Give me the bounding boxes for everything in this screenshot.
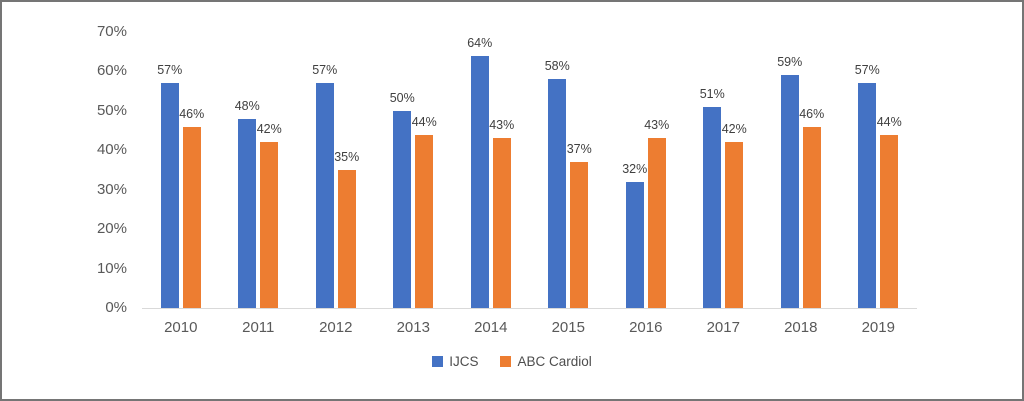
data-label: 37%: [566, 142, 592, 157]
data-label: 46%: [179, 106, 205, 121]
bar-ijcs-2010: [160, 83, 179, 308]
legend-label: ABC Cardiol: [517, 354, 592, 369]
y-axis-tick-label: 70%: [96, 23, 127, 40]
data-label: 32%: [622, 161, 648, 176]
data-label: 46%: [799, 106, 825, 121]
x-axis-category-label: 2012: [319, 319, 353, 336]
data-label: 44%: [876, 114, 902, 129]
data-label: 64%: [467, 35, 493, 50]
bar-ijcs-2013: [393, 110, 412, 308]
data-label: 44%: [411, 114, 437, 129]
bar-abc-cardiol-2019: [880, 134, 899, 308]
bar-ijcs-2011: [238, 118, 257, 308]
x-axis-category-label: 2017: [706, 319, 740, 336]
data-label: 42%: [721, 122, 747, 137]
legend-label: IJCS: [449, 354, 479, 369]
y-axis-tick-label: 30%: [96, 180, 127, 198]
data-label: 50%: [389, 90, 415, 105]
bar-ijcs-2014: [470, 55, 489, 308]
x-axis-category-label: 2011: [242, 319, 275, 336]
bar-ijcs-2018: [780, 75, 799, 308]
bar-abc-cardiol-2017: [725, 142, 744, 308]
bar-ijcs-2019: [858, 83, 877, 308]
bar-abc-cardiol-2010: [182, 126, 201, 308]
legend-swatch-icon: [500, 356, 512, 367]
chart-legend: IJCS ABC Cardiol: [2, 354, 1022, 369]
bar-abc-cardiol-2013: [415, 134, 434, 308]
data-label: 58%: [544, 59, 570, 74]
bar-ijcs-2016: [625, 181, 644, 308]
legend-item-ijcs: IJCS: [432, 354, 478, 369]
x-axis-line: [142, 308, 917, 309]
y-axis-tick-label: 0%: [105, 299, 127, 316]
bar-abc-cardiol-2018: [802, 126, 821, 308]
x-axis-category-label: 2010: [164, 319, 198, 336]
data-label: 42%: [256, 122, 282, 137]
data-label: 57%: [157, 63, 183, 78]
data-label: 48%: [234, 98, 260, 113]
data-label: 35%: [334, 150, 360, 164]
y-axis-tick-label: 10%: [96, 259, 127, 277]
bar-ijcs-2017: [703, 106, 722, 308]
data-label: 59%: [777, 55, 803, 70]
data-label: 57%: [312, 63, 338, 78]
bar-ijcs-2012: [315, 83, 334, 308]
x-axis-category-label: 2014: [474, 319, 508, 336]
x-axis-category-label: 2018: [784, 319, 818, 336]
y-axis-tick-label: 50%: [96, 101, 127, 119]
x-axis-category-label: 2019: [861, 319, 895, 336]
data-label: 57%: [854, 63, 880, 78]
data-label: 43%: [644, 118, 670, 133]
x-axis-category-label: 2015: [551, 319, 585, 336]
y-axis-tick-label: 60%: [96, 62, 127, 80]
x-axis-category-label: 2016: [629, 319, 663, 336]
bar-abc-cardiol-2014: [492, 138, 511, 308]
y-axis-tick-label: 20%: [96, 220, 127, 238]
y-axis-tick-label: 40%: [96, 141, 127, 159]
legend-swatch-icon: [432, 356, 444, 367]
bar-abc-cardiol-2011: [260, 142, 279, 308]
bar-abc-cardiol-2016: [647, 138, 666, 308]
bar-abc-cardiol-2015: [570, 162, 589, 308]
data-label: 43%: [489, 118, 515, 133]
bar-abc-cardiol-2012: [337, 170, 356, 308]
legend-item-abc-cardiol: ABC Cardiol: [500, 354, 592, 369]
data-label: 51%: [699, 86, 725, 101]
bar-ijcs-2015: [548, 79, 567, 308]
x-axis-category-label: 2013: [396, 319, 430, 336]
